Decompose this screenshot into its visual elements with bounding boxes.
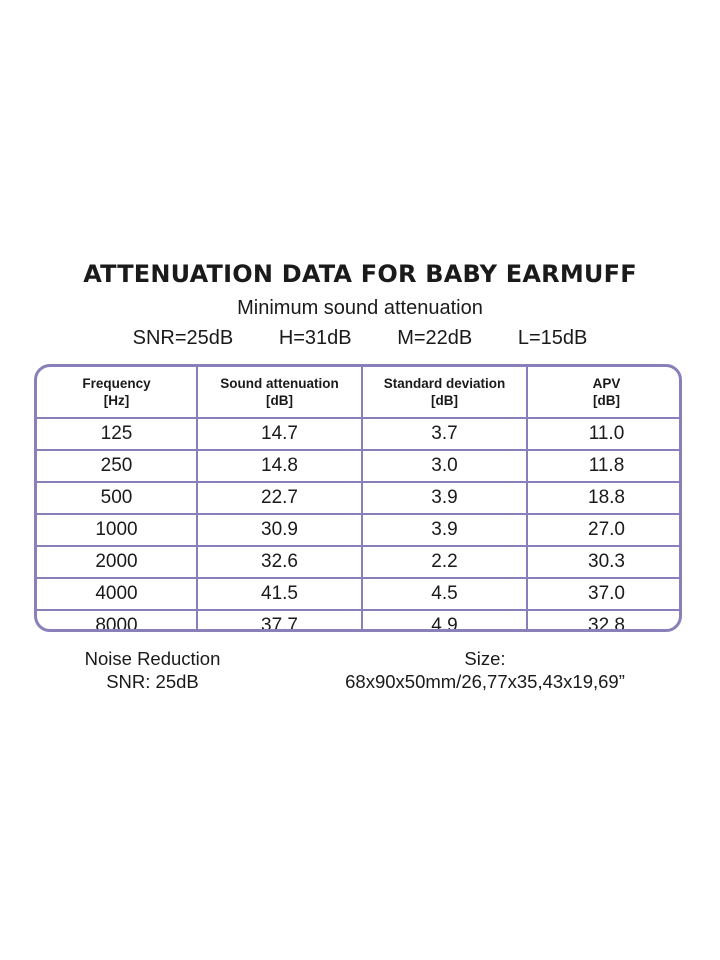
- rating-m: M=22dB: [397, 327, 473, 349]
- rating-h: H=31dB: [278, 327, 352, 349]
- rating-snr: SNR=25dB: [132, 327, 234, 349]
- noise-reduction-note: Noise Reduction SNR: 25dB: [40, 647, 265, 693]
- table-row: 250 14.8 3.0 11.8: [37, 449, 679, 483]
- table-header-row: Frequency [Hz] Sound attenuation [dB] Stan…: [37, 367, 679, 419]
- table-row: 4000 41.5 4.5 37.0: [37, 577, 679, 611]
- cell-apv: 27.0: [526, 513, 679, 547]
- cell-apv: 37.0: [526, 577, 679, 611]
- cell-frequency: 250: [37, 449, 198, 483]
- cell-deviation: 4.5: [361, 577, 528, 611]
- cell-attenuation: 32.6: [196, 545, 363, 579]
- cell-frequency: 4000: [37, 577, 198, 611]
- size-value: 68x90x50mm/26,77x35,43x19,69”: [345, 671, 625, 692]
- table-row: 8000 37.7 4.9 32.8: [37, 609, 679, 629]
- cell-deviation: 3.7: [361, 417, 528, 451]
- cell-frequency: 1000: [37, 513, 198, 547]
- size-note: Size: 68x90x50mm/26,77x35,43x19,69”: [300, 647, 670, 693]
- header-sound-attenuation: Sound attenuation [dB]: [196, 367, 363, 419]
- rating-l: L=15dB: [517, 327, 588, 349]
- table-row: 500 22.7 3.9 18.8: [37, 481, 679, 515]
- cell-attenuation: 41.5: [196, 577, 363, 611]
- cell-apv: 32.8: [526, 609, 679, 629]
- cell-frequency: 2000: [37, 545, 198, 579]
- cell-deviation: 4.9: [361, 609, 528, 629]
- cell-deviation: 3.9: [361, 481, 528, 515]
- header-frequency: Frequency [Hz]: [37, 367, 198, 419]
- cell-apv: 18.8: [526, 481, 679, 515]
- cell-attenuation: 14.7: [196, 417, 363, 451]
- size-label: Size:: [464, 648, 506, 669]
- cell-frequency: 500: [37, 481, 198, 515]
- document-title: ATTENUATION DATA FOR BABY EARMUFF: [83, 260, 637, 288]
- noise-reduction-label: Noise Reduction: [84, 648, 221, 669]
- cell-deviation: 2.2: [361, 545, 528, 579]
- rating-values: SNR=25dB H=31dB M=22dB L=15dB: [0, 327, 720, 350]
- attenuation-table: Frequency [Hz] Sound attenuation [dB] Stan…: [34, 364, 682, 632]
- cell-attenuation: 30.9: [196, 513, 363, 547]
- noise-reduction-value: SNR: 25dB: [106, 671, 199, 692]
- cell-deviation: 3.0: [361, 449, 528, 483]
- cell-apv: 11.0: [526, 417, 679, 451]
- document-subtitle: Minimum sound attenuation: [237, 297, 483, 319]
- header-apv: APV [dB]: [526, 367, 679, 419]
- cell-frequency: 8000: [37, 609, 198, 629]
- table-row: 2000 32.6 2.2 30.3: [37, 545, 679, 579]
- cell-apv: 11.8: [526, 449, 679, 483]
- table-row: 125 14.7 3.7 11.0: [37, 417, 679, 451]
- cell-frequency: 125: [37, 417, 198, 451]
- header-standard-deviation: Standard deviation [dB]: [361, 367, 528, 419]
- cell-deviation: 3.9: [361, 513, 528, 547]
- cell-attenuation: 14.8: [196, 449, 363, 483]
- table-row: 1000 30.9 3.9 27.0: [37, 513, 679, 547]
- cell-attenuation: 22.7: [196, 481, 363, 515]
- cell-apv: 30.3: [526, 545, 679, 579]
- cell-attenuation: 37.7: [196, 609, 363, 629]
